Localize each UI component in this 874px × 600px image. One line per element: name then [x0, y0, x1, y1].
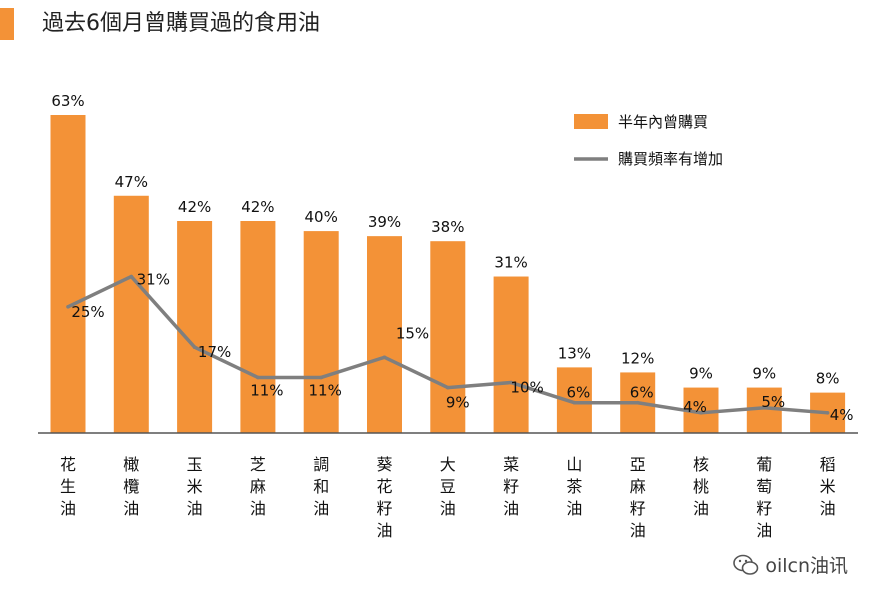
wechat-icon [733, 554, 759, 575]
bar [50, 115, 86, 433]
trend-value-label: 6% [567, 384, 591, 402]
bar-value-label: 9% [689, 365, 713, 383]
trend-value-label: 25% [71, 303, 104, 321]
chart-title: 過去6個月曾購買過的食用油 [42, 11, 320, 36]
trend-point [192, 345, 197, 349]
trend-point [256, 375, 260, 380]
legend-bar-swatch [574, 114, 608, 129]
legend-line-label: 購買頻率有增加 [618, 150, 723, 168]
category-label: 芝麻油 [250, 455, 266, 518]
trend-value-label: 17% [198, 343, 231, 361]
trend-point [762, 405, 767, 410]
bar [177, 221, 213, 433]
category-label: 核桃油 [693, 455, 709, 518]
trend-value-label: 6% [630, 384, 654, 402]
trend-value-label: 4% [683, 398, 707, 416]
bar-value-label: 42% [178, 198, 211, 216]
category-label: 葵花籽油 [376, 455, 392, 540]
trend-point [319, 375, 324, 380]
category-label: 玉米油 [187, 455, 203, 518]
trend-value-label: 4% [830, 406, 854, 424]
watermark-text: oilcn油讯 [765, 555, 848, 577]
trend-point [509, 380, 513, 385]
category-label: 稻米油 [820, 455, 836, 518]
trend-point [699, 411, 703, 415]
bar-value-label: 39% [368, 213, 401, 231]
trend-value-label: 15% [396, 324, 429, 342]
category-label: 亞麻籽油 [630, 455, 646, 540]
bar-value-label: 47% [115, 173, 148, 191]
bar-value-label: 31% [494, 254, 527, 272]
category-label: 菜籽油 [503, 455, 519, 518]
trend-point [635, 400, 640, 405]
bar-value-label: 40% [305, 208, 338, 226]
category-label: 葡萄籽油 [756, 455, 772, 540]
bar-value-label: 38% [431, 218, 464, 236]
bar-value-label: 13% [558, 344, 591, 362]
category-label: 花生油 [60, 455, 76, 518]
bar-value-label: 9% [752, 365, 776, 383]
trend-point [825, 411, 830, 415]
title-accent-bar [0, 8, 14, 40]
category-label: 山茶油 [566, 455, 582, 518]
trend-value-label: 9% [446, 394, 470, 412]
bar-value-label: 63% [51, 92, 84, 110]
legend-bar-label: 半年內曾購買 [618, 113, 708, 131]
trend-point [446, 385, 450, 390]
trend-point [66, 305, 70, 309]
category-label: 調和油 [313, 455, 329, 518]
trend-value-label: 5% [761, 393, 785, 411]
bar-value-label: 42% [241, 198, 274, 216]
bar [493, 276, 529, 433]
bar-value-label: 8% [816, 370, 840, 388]
trend-point [382, 355, 387, 360]
bar-value-label: 12% [621, 349, 654, 367]
category-label: 大豆油 [440, 455, 456, 518]
trend-value-label: 11% [309, 381, 342, 399]
trend-value-label: 10% [510, 379, 543, 397]
category-label: 橄欖油 [123, 455, 139, 518]
bar [367, 236, 402, 433]
bar [303, 231, 339, 433]
trend-value-label: 31% [137, 271, 170, 289]
trend-point [129, 274, 134, 279]
trend-point [572, 400, 577, 405]
bar [240, 221, 276, 433]
trend-value-label: 11% [250, 381, 283, 399]
bar [430, 241, 466, 433]
bar [113, 195, 149, 433]
watermark: oilcn油讯 [733, 551, 848, 578]
